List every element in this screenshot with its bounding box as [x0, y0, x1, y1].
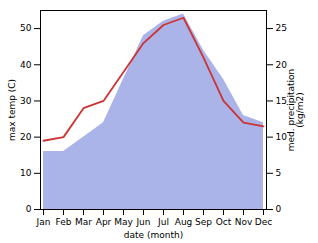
svg-text:Oct: Oct [216, 217, 232, 227]
svg-text:Dec: Dec [255, 217, 272, 227]
svg-text:Aug: Aug [175, 217, 193, 227]
svg-text:Jan: Jan [36, 217, 51, 227]
svg-text:25: 25 [276, 23, 287, 33]
svg-text:Jun: Jun [135, 217, 150, 227]
svg-text:30: 30 [20, 96, 32, 106]
svg-text:med. precipitation(kg/m2): med. precipitation(kg/m2) [286, 69, 305, 151]
svg-text:10: 10 [20, 168, 32, 178]
svg-text:15: 15 [275, 95, 287, 106]
svg-text:20: 20 [20, 132, 32, 142]
svg-text:max temp (C): max temp (C) [7, 79, 17, 141]
svg-text:0: 0 [276, 204, 282, 214]
svg-text:10: 10 [275, 132, 287, 142]
svg-text:May: May [114, 217, 133, 227]
svg-text:0: 0 [26, 204, 32, 214]
svg-text:Sep: Sep [195, 217, 212, 227]
svg-text:40: 40 [20, 60, 32, 70]
svg-text:5: 5 [276, 168, 282, 178]
svg-text:Jul: Jul [157, 217, 169, 227]
svg-text:Feb: Feb [56, 217, 72, 227]
svg-text:Nov: Nov [235, 217, 253, 227]
svg-text:50: 50 [20, 23, 32, 33]
svg-text:20: 20 [276, 60, 288, 70]
svg-text:date (month): date (month) [124, 230, 183, 240]
svg-text:Apr: Apr [96, 217, 112, 227]
svg-text:Mar: Mar [75, 217, 92, 227]
